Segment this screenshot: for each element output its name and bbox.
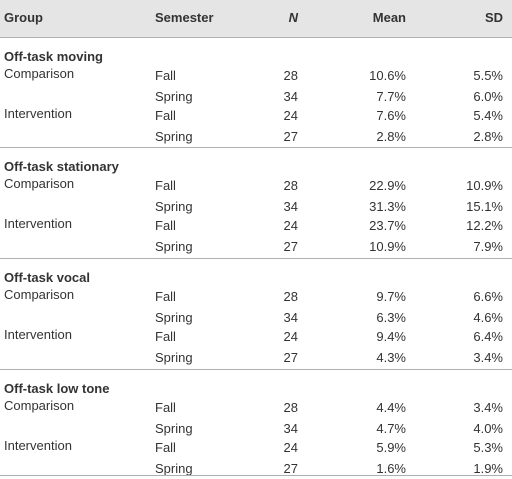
- table-cell: 1.6%: [376, 461, 406, 476]
- table-cell: Spring: [155, 350, 193, 365]
- table-cell: Fall: [155, 108, 176, 123]
- table-cell: 34: [283, 310, 298, 325]
- section-title: Off-task vocal: [4, 270, 90, 285]
- table-cell: Spring: [155, 129, 193, 144]
- table-cell: Spring: [155, 461, 193, 476]
- table-cell: Intervention: [4, 216, 72, 231]
- table-cell: 10.6%: [369, 68, 406, 83]
- table-cell: 28: [283, 400, 298, 415]
- table-cell: Intervention: [4, 106, 72, 121]
- table-cell: 34: [283, 89, 298, 104]
- table-cell: Fall: [155, 289, 176, 304]
- header-cell: Mean: [372, 10, 406, 25]
- table-cell: 15.1%: [466, 199, 503, 214]
- table-cell: Fall: [155, 329, 176, 344]
- header-cell: SD: [484, 10, 503, 25]
- table-cell: 4.7%: [376, 421, 406, 436]
- table-cell: 6.6%: [473, 289, 503, 304]
- table-cell: 3.4%: [473, 350, 503, 365]
- table-cell: 4.0%: [473, 421, 503, 436]
- table-cell: Spring: [155, 239, 193, 254]
- section-divider: [0, 369, 512, 370]
- table-cell: 4.4%: [376, 400, 406, 415]
- table-cell: Fall: [155, 68, 176, 83]
- table-cell: 5.4%: [473, 108, 503, 123]
- section-title: Off-task moving: [4, 49, 103, 64]
- table-cell: Intervention: [4, 327, 72, 342]
- header-cell: Group: [4, 10, 43, 25]
- table-cell: 5.3%: [473, 440, 503, 455]
- table-cell: 6.4%: [473, 329, 503, 344]
- table-cell: 7.6%: [376, 108, 406, 123]
- table-cell: Fall: [155, 440, 176, 455]
- table-cell: 24: [283, 329, 298, 344]
- table-cell: 10.9%: [466, 178, 503, 193]
- table-cell: 2.8%: [376, 129, 406, 144]
- table-cell: 34: [283, 199, 298, 214]
- table-cell: Comparison: [4, 176, 75, 191]
- table-cell: Fall: [155, 218, 176, 233]
- table-cell: 7.7%: [376, 89, 406, 104]
- table-cell: 10.9%: [369, 239, 406, 254]
- table-cell: 24: [283, 440, 298, 455]
- table-cell: 24: [283, 218, 298, 233]
- table-cell: 4.3%: [376, 350, 406, 365]
- table-cell: 5.9%: [376, 440, 406, 455]
- table-cell: Spring: [155, 89, 193, 104]
- header-cell: N: [288, 10, 298, 25]
- table-cell: Comparison: [4, 398, 75, 413]
- table-cell: Comparison: [4, 287, 75, 302]
- table-cell: 9.7%: [376, 289, 406, 304]
- table-cell: 12.2%: [466, 218, 503, 233]
- table-cell: Intervention: [4, 438, 72, 453]
- table-cell: 4.6%: [473, 310, 503, 325]
- table-cell: 5.5%: [473, 68, 503, 83]
- table-cell: Fall: [155, 178, 176, 193]
- table-cell: 6.0%: [473, 89, 503, 104]
- table-cell: 27: [283, 129, 298, 144]
- table-cell: 22.9%: [369, 178, 406, 193]
- header-cell: Semester: [155, 10, 214, 25]
- table-cell: 27: [283, 350, 298, 365]
- table-cell: 24: [283, 108, 298, 123]
- table-cell: 31.3%: [369, 199, 406, 214]
- table-cell: Fall: [155, 400, 176, 415]
- section-title: Off-task stationary: [4, 159, 119, 174]
- table-cell: 1.9%: [473, 461, 503, 476]
- section-divider: [0, 147, 512, 148]
- table-cell: 23.7%: [369, 218, 406, 233]
- table-cell: 7.9%: [473, 239, 503, 254]
- table-cell: 28: [283, 289, 298, 304]
- table-cell: Spring: [155, 310, 193, 325]
- section-divider: [0, 258, 512, 259]
- table-cell: 3.4%: [473, 400, 503, 415]
- table-cell: 2.8%: [473, 129, 503, 144]
- section-title: Off-task low tone: [4, 381, 110, 396]
- table-cell: Comparison: [4, 66, 75, 81]
- table-cell: Spring: [155, 421, 193, 436]
- table-cell: 27: [283, 461, 298, 476]
- table-cell: 9.4%: [376, 329, 406, 344]
- table-header: [0, 0, 512, 38]
- table-cell: 6.3%: [376, 310, 406, 325]
- table-cell: Spring: [155, 199, 193, 214]
- table-cell: 27: [283, 239, 298, 254]
- table-cell: 28: [283, 178, 298, 193]
- table-cell: 28: [283, 68, 298, 83]
- table-cell: 34: [283, 421, 298, 436]
